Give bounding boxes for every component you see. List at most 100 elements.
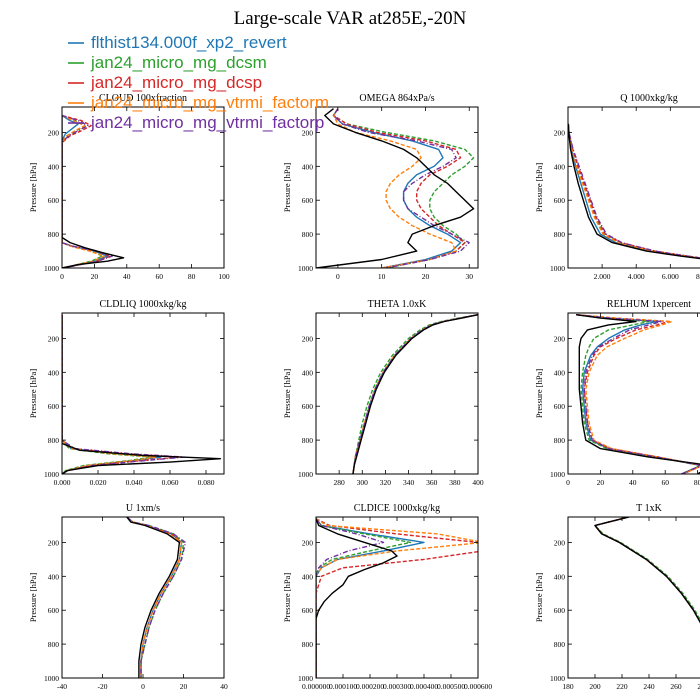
y-axis-label: Pressure [hPa] <box>282 369 292 419</box>
x-tick-label: -40 <box>57 682 67 691</box>
y-tick-label: 400 <box>554 572 566 581</box>
x-tick-label: 0.000500 <box>437 682 465 691</box>
legend-entry: flthist134.000f_xp2_revert <box>91 33 287 52</box>
series-line-4 <box>126 517 183 678</box>
plot-frame <box>567 312 700 475</box>
y-tick-label: 1000 <box>550 674 565 683</box>
panel-title: THETA 1.0xK <box>368 299 427 310</box>
y-tick-label: 800 <box>554 230 566 239</box>
plot-frame <box>61 312 225 475</box>
y-tick-label: 600 <box>554 196 566 205</box>
x-tick-label: 0.000400 <box>410 682 438 691</box>
panel-title: RELHUM 1xpercent <box>607 299 691 310</box>
y-tick-label: 1000 <box>44 674 59 683</box>
x-tick-label: 380 <box>449 478 461 487</box>
x-tick-label: 0.060 <box>162 478 179 487</box>
series-line-5 <box>576 314 700 474</box>
legend: flthist134.000f_xp2_revertjan24_micro_mg… <box>68 33 329 132</box>
y-tick-label: 800 <box>48 640 60 649</box>
x-tick-label: 300 <box>357 478 369 487</box>
x-tick-label: 20 <box>597 478 605 487</box>
x-tick-label: 40 <box>629 478 637 487</box>
y-tick-label: 200 <box>48 334 60 343</box>
series-line-1 <box>576 314 700 474</box>
series-line-reference <box>316 108 475 268</box>
y-axis-label: Pressure [hPa] <box>534 573 544 623</box>
panel-title: OMEGA 864xPa/s <box>359 93 434 104</box>
x-tick-label: 360 <box>426 478 438 487</box>
series-line-1 <box>62 114 109 268</box>
x-tick-label: 220 <box>616 682 628 691</box>
x-tick-label: 200 <box>589 682 601 691</box>
x-tick-label: 60 <box>155 272 163 281</box>
y-tick-label: 800 <box>48 230 60 239</box>
y-tick-label: 200 <box>48 538 60 547</box>
panel-title: CLDLIQ 1000xkg/kg <box>100 299 187 310</box>
x-tick-label: 260 <box>670 682 682 691</box>
series-line-reference <box>594 517 700 624</box>
x-tick-label: 10 <box>378 272 386 281</box>
x-tick-label: 8.000 <box>696 272 700 281</box>
y-tick-label: 600 <box>48 402 60 411</box>
y-axis-label: Pressure [hPa] <box>282 163 292 213</box>
legend-entry: jan24_micro_mg_vtrmi_factorm <box>90 93 329 112</box>
x-tick-label: 0.000100 <box>329 682 357 691</box>
series-line-2 <box>332 108 475 268</box>
legend-entry: jan24_micro_mg_vtrmi_factorp <box>90 113 324 132</box>
y-tick-label: 400 <box>48 162 60 171</box>
panel-1: OMEGA 864xPa/s 0 10 20 30 200 400 600 800 1000 Pre… <box>282 93 479 281</box>
panel-4: THETA 1.0xK 280 300 320 340 360 380 400 200 400 60… <box>282 299 484 487</box>
y-tick-label: 600 <box>302 196 314 205</box>
y-tick-label: 400 <box>302 162 314 171</box>
series-line-1 <box>352 314 478 474</box>
x-tick-label: 280 <box>334 478 346 487</box>
series-line-2 <box>576 314 700 474</box>
x-tick-label: 0.000600 <box>464 682 492 691</box>
y-tick-label: 400 <box>48 572 60 581</box>
series-line-4 <box>316 518 478 678</box>
y-tick-label: 800 <box>302 230 314 239</box>
x-tick-label: 400 <box>472 478 484 487</box>
x-tick-label: 0.000200 <box>356 682 384 691</box>
x-tick-label: 0.000300 <box>383 682 411 691</box>
series-line-3 <box>332 108 466 268</box>
panel-0: CLOUD 100xfraction 0 20 40 60 80 100 200 400 600 8… <box>28 93 230 281</box>
x-tick-label: 20 <box>422 272 430 281</box>
y-axis-label: Pressure [hPa] <box>28 573 38 623</box>
x-tick-label: 20 <box>91 272 99 281</box>
plot-frame <box>315 312 479 475</box>
figure-title: Large-scale VAR at285E,-20N <box>234 8 467 29</box>
y-tick-label: 200 <box>554 538 566 547</box>
series-line-4 <box>62 314 157 474</box>
y-tick-label: 400 <box>302 572 314 581</box>
x-tick-label: 0.000 <box>54 478 71 487</box>
series-line-4 <box>352 314 478 474</box>
plot-frame <box>315 106 479 269</box>
y-axis-label: Pressure [hPa] <box>28 163 38 213</box>
x-tick-label: -20 <box>98 682 108 691</box>
series-line-5 <box>352 314 478 474</box>
y-axis-label: Pressure [hPa] <box>282 573 292 623</box>
series-line-5 <box>316 518 385 678</box>
x-tick-label: 280 <box>697 682 700 691</box>
y-axis-label: Pressure [hPa] <box>28 369 38 419</box>
panel-5: RELHUM 1xpercent020406080100200400600800… <box>534 299 700 487</box>
panel-title: CLDICE 1000xkg/kg <box>354 503 440 514</box>
y-tick-label: 400 <box>554 368 566 377</box>
legend-entry: jan24_micro_mg_dcsm <box>90 53 267 72</box>
panel-title: U 1xm/s <box>126 503 160 514</box>
panel-title: Q 1000xkg/kg <box>620 93 678 104</box>
y-tick-label: 800 <box>48 436 60 445</box>
x-tick-label: 80 <box>188 272 196 281</box>
series-line-4 <box>576 314 700 474</box>
series-line-5 <box>568 123 700 259</box>
x-tick-label: 30 <box>465 272 473 281</box>
x-tick-label: 320 <box>380 478 392 487</box>
panel-8: T 1xK18020022024026028030020040060080010… <box>534 503 700 691</box>
y-tick-label: 600 <box>48 606 60 615</box>
y-tick-label: 200 <box>302 538 314 547</box>
y-tick-label: 1000 <box>298 264 313 273</box>
x-tick-label: 0 <box>141 682 145 691</box>
y-tick-label: 600 <box>302 402 314 411</box>
